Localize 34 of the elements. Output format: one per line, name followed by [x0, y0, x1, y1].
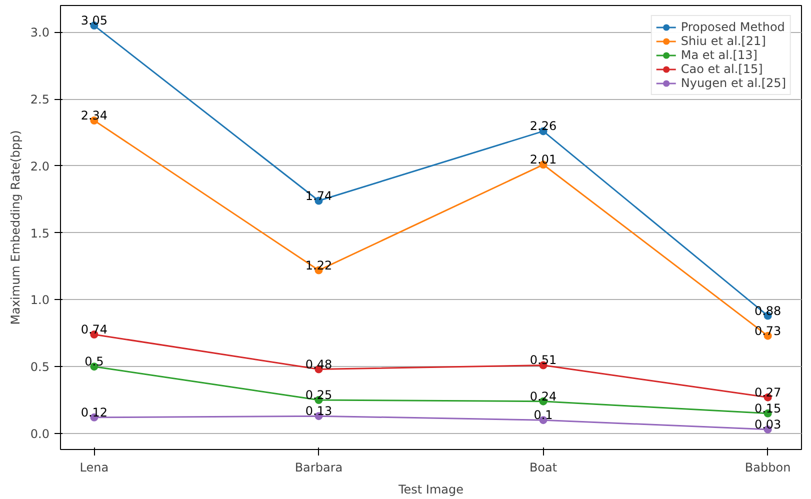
data-label: 0.24	[530, 389, 557, 404]
data-label: 2.34	[80, 108, 108, 123]
legend-label: Ma et al.[13]	[680, 48, 758, 62]
data-label: 0.12	[80, 405, 108, 420]
x-tick-label: Boat	[529, 460, 558, 474]
data-label: 2.01	[530, 152, 557, 167]
y-tick-label: 2.5	[30, 92, 50, 107]
y-tick-label: 1.5	[30, 226, 50, 240]
x-tick-label: Barbara	[294, 460, 343, 474]
legend-label: Cao et al.[15]	[680, 62, 763, 76]
x-tick-label: Lena	[80, 460, 109, 474]
data-label: 3.05	[80, 14, 108, 28]
data-label: 0.5	[84, 354, 104, 369]
data-label: 0.15	[754, 401, 782, 416]
data-label: 0.51	[530, 353, 557, 368]
y-tick-label: 3.0	[30, 26, 50, 40]
legend-label: Proposed Method	[680, 20, 785, 34]
data-label: 2.26	[530, 119, 557, 134]
data-label: 0.1	[534, 408, 553, 422]
data-label: 0.27	[754, 385, 782, 400]
y-tick-label: 0.0	[30, 426, 50, 441]
y-tick-label: 0.5	[30, 360, 50, 374]
legend-label: Shiu et al.[21]	[680, 34, 766, 48]
y-axis-title: Maximum Embedding Rate(bpp)	[8, 130, 22, 325]
y-tick-label: 1.0	[30, 293, 50, 308]
x-tick-label: Babbon	[744, 460, 791, 474]
x-axis-title: Test Image	[397, 482, 464, 496]
data-label: 0.48	[305, 357, 332, 372]
data-label: 0.13	[305, 404, 332, 418]
data-label: 0.74	[80, 322, 108, 336]
data-label: 0.03	[754, 417, 782, 432]
data-label: 0.25	[305, 388, 332, 402]
legend-label: Nyugen et al.[25]	[680, 76, 786, 90]
y-tick-label: 2.0	[30, 159, 50, 174]
